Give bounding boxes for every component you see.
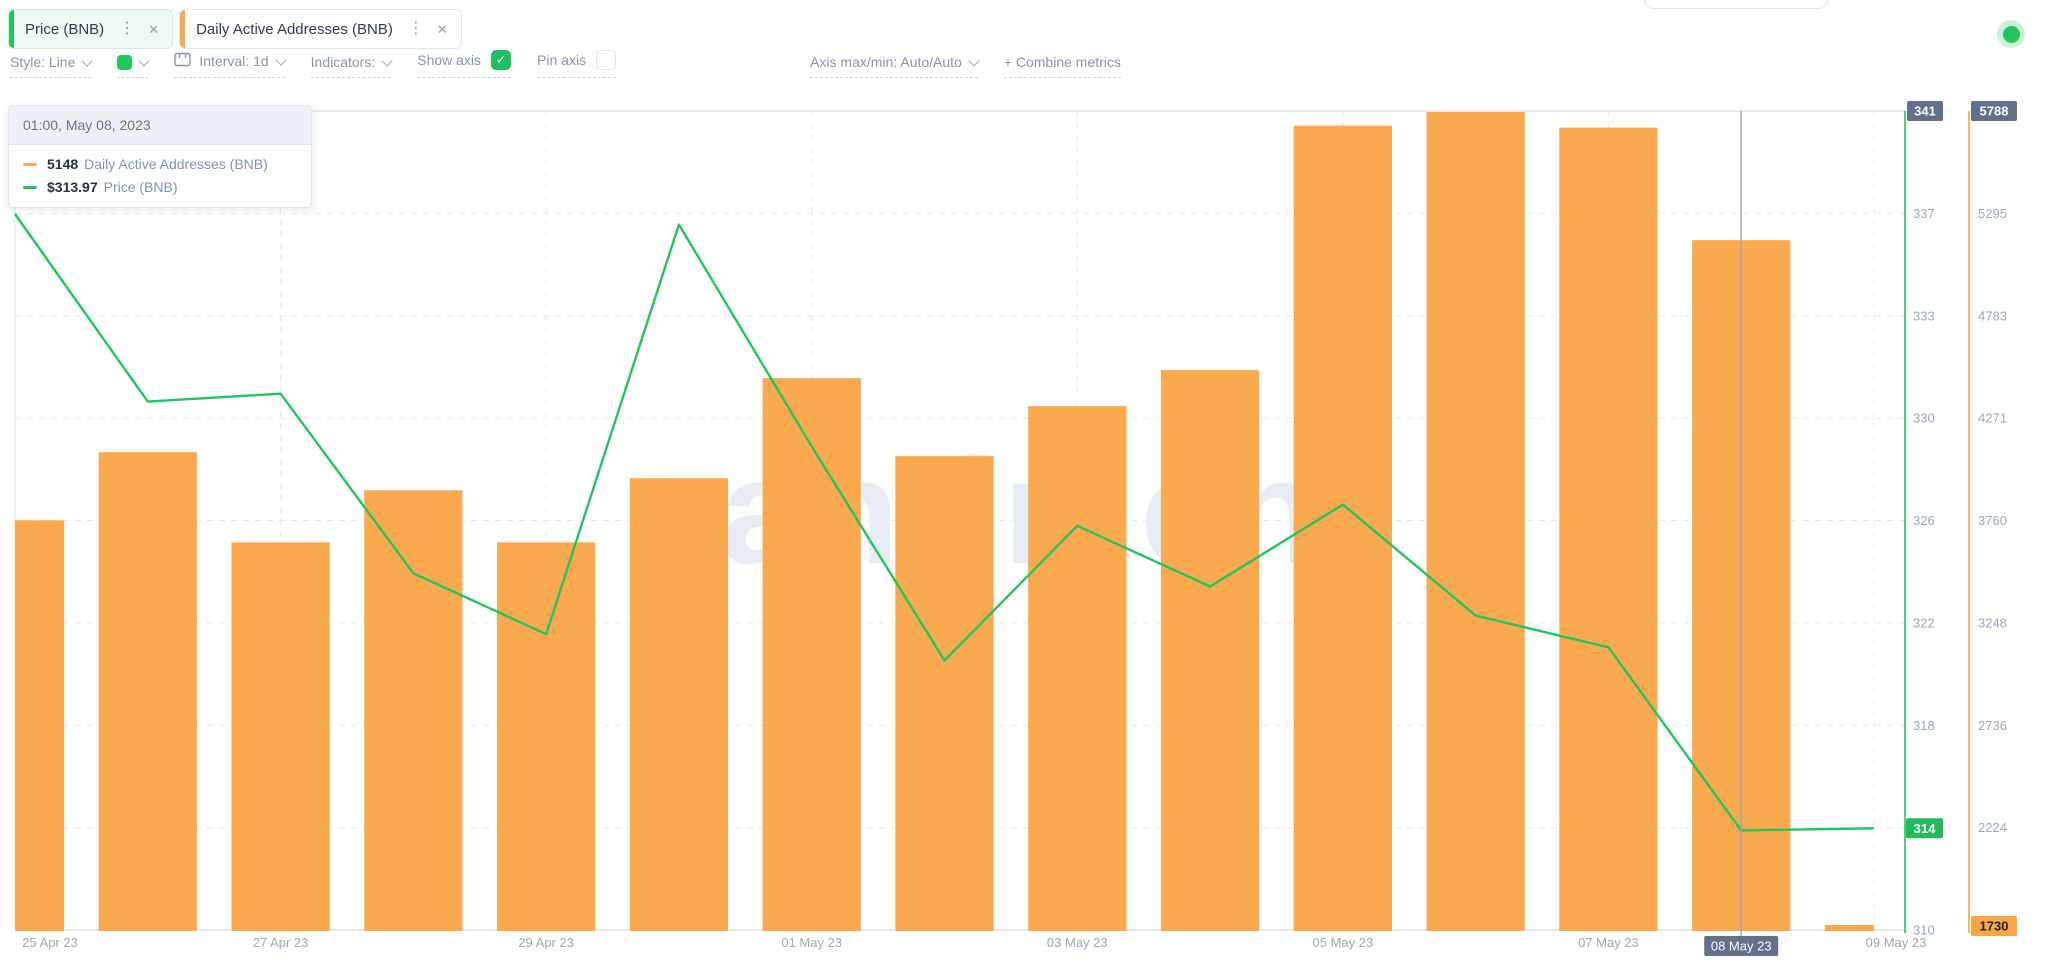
bar-25 Apr 23[interactable]: [15, 520, 65, 931]
bar-04 May 23[interactable]: [1160, 370, 1260, 932]
bar-02 May 23[interactable]: [895, 456, 994, 931]
bar-05 May 23[interactable]: [1293, 125, 1392, 931]
tooltip-label: Price (BNB): [103, 179, 178, 195]
pin-axis-toggle[interactable]: Pin axis: [537, 50, 617, 78]
watermark: santiment: [633, 427, 1377, 595]
svg-text:337: 337: [1913, 206, 1935, 221]
svg-text:03 May 23: 03 May 23: [1047, 935, 1108, 950]
tooltip-row-daa: 5148 Daily Active Addresses (BNB): [23, 156, 297, 172]
style-dropdown[interactable]: Style: Line: [10, 54, 94, 78]
bar-03 May 23[interactable]: [1028, 406, 1127, 931]
bar-29 Apr 23[interactable]: [497, 542, 596, 931]
tab-label: Daily Active Addresses (BNB): [196, 20, 393, 38]
svg-text:4783: 4783: [1978, 308, 2007, 323]
color-swatch: [117, 55, 133, 70]
axis-badge: 341: [1907, 101, 1943, 121]
interval-dropdown[interactable]: Interval: 1d: [174, 52, 287, 78]
bar-27 Apr 23[interactable]: [231, 542, 330, 931]
bar-30 Apr 23[interactable]: [629, 478, 729, 931]
crosshair-date-badge: 08 May 23: [1704, 936, 1779, 956]
interval-label: Interval: 1d: [199, 53, 269, 69]
tab-accent-green: [9, 10, 14, 48]
svg-text:08 May 23: 08 May 23: [1711, 939, 1772, 954]
tooltip-label: Daily Active Addresses (BNB): [84, 156, 268, 172]
bar-09 May 23[interactable]: [1824, 925, 1874, 931]
pin-axis-checkbox[interactable]: [596, 50, 617, 70]
chart-toolbar: Style: Line Interval: 1d Indicators: Sho…: [10, 50, 1121, 78]
kebab-menu-icon[interactable]: ⋮: [407, 20, 424, 37]
svg-text:09 May 23: 09 May 23: [1866, 935, 1927, 950]
green-dash-icon: [23, 185, 37, 189]
chart-tooltip: 01:00, May 08, 2023 5148 Daily Active Ad…: [8, 105, 312, 208]
svg-text:5295: 5295: [1978, 206, 2007, 221]
style-label: Style: Line: [10, 54, 76, 70]
tab-label: Price (BNB): [25, 20, 105, 38]
svg-text:314: 314: [1914, 821, 1936, 836]
indicators-label: Indicators:: [310, 54, 376, 70]
show-axis-label: Show axis: [417, 52, 482, 68]
svg-text:1730: 1730: [1980, 919, 2009, 934]
tab-price-bnb[interactable]: Price (BNB) ⋮ ✕: [8, 9, 174, 49]
color-swatch-dropdown[interactable]: [117, 55, 151, 78]
svg-text:322: 322: [1913, 615, 1935, 630]
svg-text:318: 318: [1913, 718, 1935, 733]
status-indicator-icon[interactable]: [1997, 20, 2025, 48]
svg-text:25 Apr 23: 25 Apr 23: [22, 935, 78, 950]
axis-maxmin-dropdown[interactable]: Axis max/min: Auto/Auto: [810, 54, 980, 78]
svg-text:29 Apr 23: 29 Apr 23: [518, 935, 574, 950]
tooltip-date: 01:00, May 08, 2023: [9, 106, 311, 145]
tooltip-value: 5148: [47, 156, 79, 172]
combine-metrics-label: + Combine metrics: [1003, 54, 1121, 70]
bar-06 May 23[interactable]: [1426, 112, 1525, 931]
tooltip-row-price: $313.97 Price (BNB): [23, 179, 297, 195]
svg-text:5788: 5788: [1980, 104, 2009, 119]
bar-07 May 23[interactable]: [1559, 127, 1658, 932]
svg-text:2224: 2224: [1978, 820, 2007, 835]
close-icon[interactable]: ✕: [148, 21, 160, 37]
tab-accent-orange: [180, 10, 186, 48]
svg-text:01 May 23: 01 May 23: [781, 935, 842, 950]
indicators-dropdown[interactable]: Indicators:: [310, 54, 393, 78]
svg-text:310: 310: [1913, 923, 1935, 938]
bar-26 Apr 23[interactable]: [98, 452, 197, 931]
kebab-menu-icon[interactable]: ⋮: [119, 20, 136, 37]
orange-dash-icon: [23, 162, 37, 166]
axis-maxmin-label: Axis max/min: Auto/Auto: [810, 54, 962, 70]
cropped-button[interactable]: [1643, 0, 1829, 9]
svg-text:330: 330: [1913, 411, 1935, 426]
daa-bars: [15, 112, 1874, 932]
combine-metrics-button[interactable]: + Combine metrics: [1003, 54, 1121, 78]
axis-badge: 5788: [1971, 101, 2017, 121]
svg-text:326: 326: [1913, 513, 1935, 528]
svg-text:4271: 4271: [1978, 411, 2007, 426]
svg-text:27 Apr 23: 27 Apr 23: [253, 935, 309, 950]
svg-text:2736: 2736: [1978, 718, 2007, 733]
pin-axis-label: Pin axis: [537, 52, 587, 68]
price-line[interactable]: [14, 213, 1875, 832]
axis-tick-labels: 337 333 330 326 322 318 314 310 5295 4783 4271 3760…: [1913, 206, 2007, 938]
bar-01 May 23[interactable]: [762, 378, 861, 931]
bar-28 Apr 23[interactable]: [364, 490, 463, 931]
interval-icon: [174, 52, 192, 70]
show-axis-checkbox[interactable]: ✓: [491, 50, 512, 70]
axis-badge: 314: [1906, 818, 1943, 839]
tooltip-value: $313.97: [47, 179, 98, 195]
tab-daily-active-addresses[interactable]: Daily Active Addresses (BNB) ⋮ ✕: [179, 9, 462, 49]
axis-badge: 1730: [1971, 916, 2017, 936]
metric-tabs: Price (BNB) ⋮ ✕ Daily Active Addresses (…: [8, 9, 462, 49]
show-axis-toggle[interactable]: Show axis ✓: [417, 50, 512, 78]
svg-text:333: 333: [1913, 308, 1935, 323]
svg-text:341: 341: [1914, 104, 1936, 119]
close-icon[interactable]: ✕: [436, 21, 448, 37]
svg-text:07 May 23: 07 May 23: [1578, 935, 1639, 950]
svg-text:05 May 23: 05 May 23: [1313, 935, 1374, 950]
x-axis-labels: 25 Apr 23 27 Apr 23 29 Apr 23 01 May 23 03 M…: [22, 935, 1926, 950]
svg-text:3248: 3248: [1978, 615, 2007, 630]
svg-text:3760: 3760: [1978, 513, 2007, 528]
